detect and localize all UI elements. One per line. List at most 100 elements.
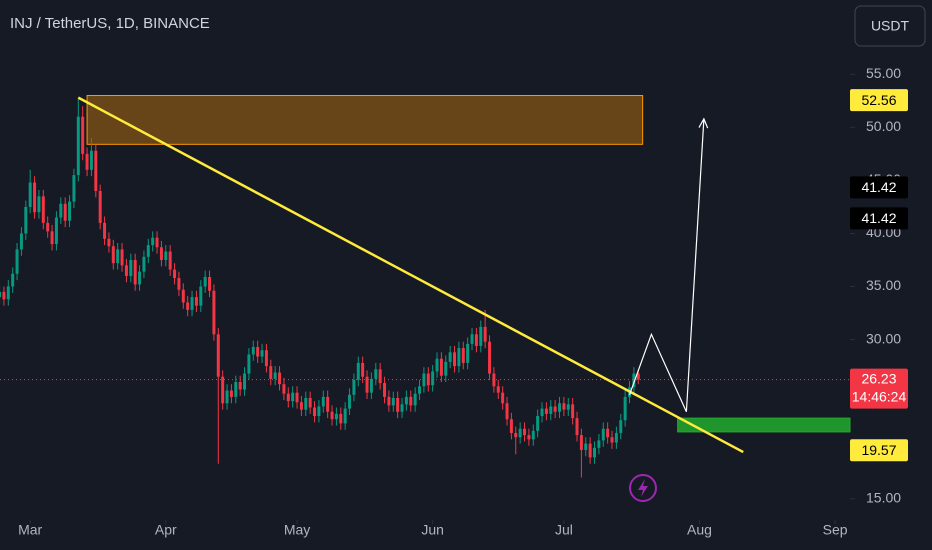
candle-body xyxy=(234,382,238,397)
candle-body xyxy=(483,326,487,342)
candle-body xyxy=(509,419,513,433)
candle-body xyxy=(378,369,382,384)
candle-body xyxy=(488,341,492,374)
candle-body xyxy=(111,246,115,264)
candle-body xyxy=(291,392,295,402)
x-tick-label: Aug xyxy=(687,522,712,538)
candle-body xyxy=(435,358,439,372)
y-tick-label: 55.00 xyxy=(866,65,901,81)
candle-body xyxy=(299,402,303,410)
candle-body xyxy=(59,203,63,218)
candle-body xyxy=(383,383,387,397)
candle-body xyxy=(278,372,282,385)
x-tick-label: May xyxy=(284,522,310,538)
candle-body xyxy=(531,430,535,440)
candle-body xyxy=(186,302,190,310)
candle-body xyxy=(470,334,474,344)
candle-body xyxy=(46,222,50,232)
x-tick-label: Jun xyxy=(421,522,444,538)
candle-body xyxy=(523,428,527,436)
candle-body xyxy=(439,358,443,376)
candle-body xyxy=(593,447,597,458)
candle-body xyxy=(396,397,400,412)
candle-body xyxy=(151,237,155,246)
candle-body xyxy=(606,428,610,438)
candle-body xyxy=(238,382,242,390)
candle-body xyxy=(159,247,163,260)
candle-body xyxy=(6,286,10,300)
candle-body xyxy=(614,432,618,443)
x-tick-label: Mar xyxy=(18,522,42,538)
candle-body xyxy=(387,396,391,406)
candle-body xyxy=(89,150,93,170)
candle-body xyxy=(514,432,518,438)
price-label-box xyxy=(850,439,908,462)
price-label-box xyxy=(850,176,908,199)
candle-body xyxy=(610,437,614,443)
price-label: 41.42 xyxy=(861,210,896,226)
candle-body xyxy=(501,392,505,404)
candle-body xyxy=(155,237,159,248)
candle-body xyxy=(334,413,338,420)
currency-button[interactable] xyxy=(854,5,926,47)
candle-body xyxy=(575,418,579,436)
candle-body xyxy=(168,251,172,270)
candle-body xyxy=(343,408,347,424)
candle-body xyxy=(177,278,181,290)
candle-body xyxy=(317,406,321,416)
candle-body xyxy=(474,334,478,346)
candle-body xyxy=(81,116,85,154)
candle-body xyxy=(37,196,41,213)
candle-body xyxy=(229,390,233,397)
candle-body xyxy=(107,238,111,247)
candle-body xyxy=(173,269,177,279)
candle-body xyxy=(304,397,308,410)
candle-body xyxy=(72,175,76,202)
last-price-label: 26.23 xyxy=(861,370,896,386)
candle-body xyxy=(116,249,120,264)
candle-body xyxy=(68,201,72,221)
candle-body xyxy=(85,153,89,170)
candle-body xyxy=(361,362,365,377)
price-label: 19.57 xyxy=(861,442,896,458)
candle-body xyxy=(221,376,225,404)
candle-body xyxy=(444,361,448,376)
candle-body xyxy=(208,276,212,291)
candle-body xyxy=(15,249,19,274)
candle-body xyxy=(256,347,260,357)
candle-body xyxy=(597,440,601,448)
candle-body xyxy=(286,393,290,402)
candle-body xyxy=(94,150,98,192)
last-price-box xyxy=(850,368,908,409)
projection-arrowhead xyxy=(698,117,709,129)
candle-body xyxy=(374,369,378,379)
candle-body xyxy=(400,404,404,412)
candle-body xyxy=(63,203,67,221)
candle-body xyxy=(308,397,312,408)
x-tick-label: Jul xyxy=(555,522,573,538)
candle-body xyxy=(422,373,426,387)
candle-body xyxy=(129,260,133,276)
candle-body xyxy=(571,404,575,419)
candle-body xyxy=(448,352,452,362)
candle-body xyxy=(536,416,540,431)
candle-body xyxy=(623,396,627,421)
price-label-box xyxy=(850,89,908,112)
price-label-box xyxy=(850,207,908,230)
y-tick-label: 30.00 xyxy=(866,330,901,346)
y-tick-label: 15.00 xyxy=(866,489,901,505)
candle-body xyxy=(479,326,483,346)
candle-body xyxy=(28,182,32,207)
candle-body xyxy=(24,206,28,234)
candle-body xyxy=(251,347,255,355)
candle-body xyxy=(496,386,500,393)
candle-body xyxy=(103,222,107,239)
currency-button-label[interactable]: USDT xyxy=(871,18,910,34)
candle-body xyxy=(41,196,45,223)
candle-body xyxy=(98,191,102,223)
candle-body xyxy=(418,386,422,394)
candle-body xyxy=(216,334,220,377)
candle-body xyxy=(540,408,544,416)
candle-body xyxy=(584,443,588,450)
